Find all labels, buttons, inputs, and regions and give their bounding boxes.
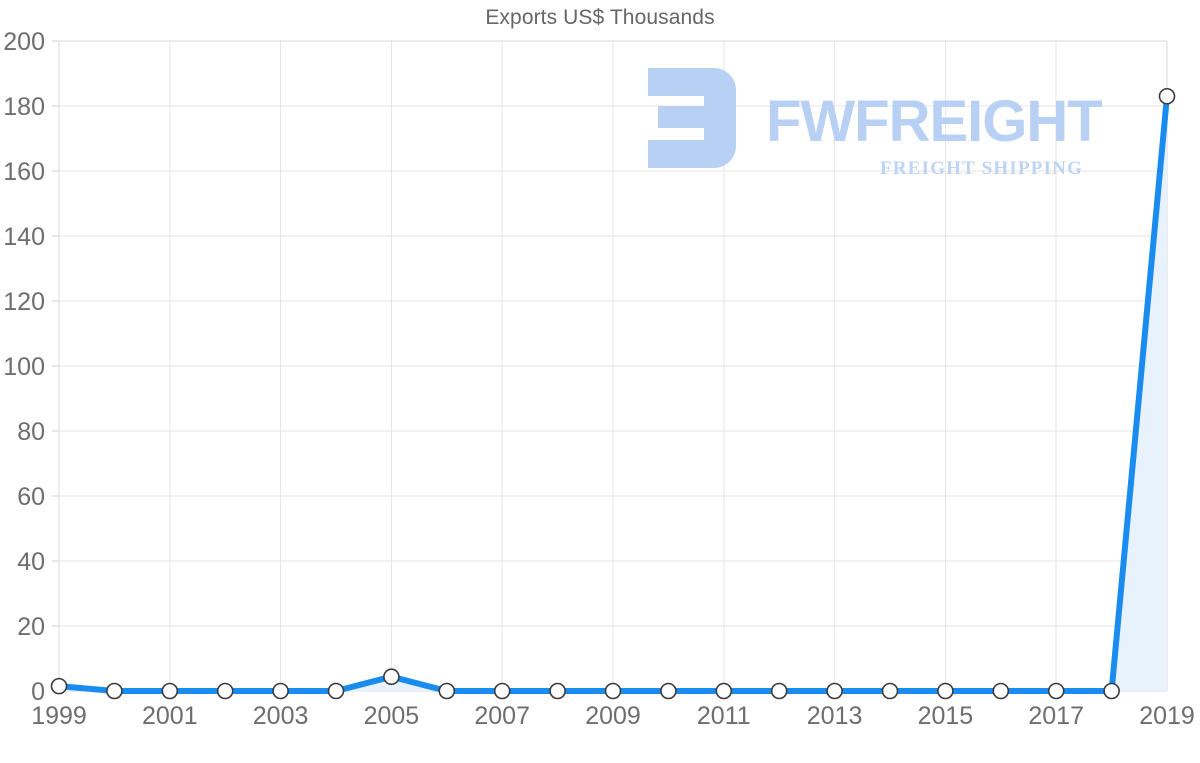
data-point-marker[interactable] [1047,682,1065,700]
y-axis-tick-label: 20 [17,613,45,641]
data-point-marker[interactable] [660,682,677,700]
data-point-marker[interactable] [881,682,899,700]
y-axis-tick-labels: 0 20 40 60 80 100 120 140 160 180 200 [3,28,45,706]
y-axis-tick-label: 140 [3,223,45,251]
y-axis-tick-label: 180 [3,93,45,121]
series-markers-group[interactable] [50,87,1176,700]
y-axis-tick-label: 200 [3,28,45,56]
data-point-marker[interactable] [216,682,234,700]
data-point-marker[interactable] [161,682,179,700]
y-axis-tick-label: 0 [31,678,45,706]
data-point-marker[interactable] [438,682,456,700]
y-axis-tick-label: 60 [17,483,45,511]
data-point-marker[interactable] [383,668,400,686]
x-axis-tick-label: 2009 [585,702,641,730]
x-axis-tick-label: 1999 [31,702,87,730]
data-point-marker[interactable] [50,677,68,695]
x-axis-tick-label: 2001 [142,702,198,730]
x-axis-tick-label: 2013 [807,702,863,730]
data-point-marker[interactable] [1103,682,1120,700]
data-point-marker[interactable] [715,682,733,700]
data-point-marker[interactable] [992,682,1010,700]
data-point-marker[interactable] [604,682,622,700]
gridlines-group [58,40,1168,692]
data-point-marker[interactable] [826,682,843,700]
x-axis-tick-label: 2015 [918,702,974,730]
data-point-marker[interactable] [493,682,511,700]
y-axis-tick-label: 160 [3,158,45,186]
x-axis-tick-label: 2019 [1139,702,1195,730]
data-point-marker[interactable] [327,682,345,700]
data-point-marker[interactable] [770,682,788,700]
y-axis-tick-label: 80 [17,418,45,446]
y-axis-tick-label: 100 [3,353,45,381]
data-point-marker[interactable] [106,682,123,700]
chart-title: Exports US$ Thousands [485,6,715,29]
data-point-marker[interactable] [549,682,566,700]
y-axis-tick-label: 120 [3,288,45,316]
x-axis-tick-labels: 1999 2001 2003 2005 2007 2009 2011 2013 2015 2017… [31,702,1195,730]
x-axis-tick-label: 2007 [474,702,530,730]
data-point-marker[interactable] [272,682,289,700]
tickmarks-group [52,40,59,692]
y-axis-tick-label: 40 [17,548,45,576]
x-axis-tick-label: 2003 [253,702,309,730]
data-point-marker[interactable] [1158,87,1176,105]
x-axis-tick-label: 2005 [364,702,420,730]
x-axis-tick-label: 2011 [697,702,751,730]
x-axis-tick-label: 2017 [1028,702,1084,730]
data-point-marker[interactable] [937,682,954,700]
